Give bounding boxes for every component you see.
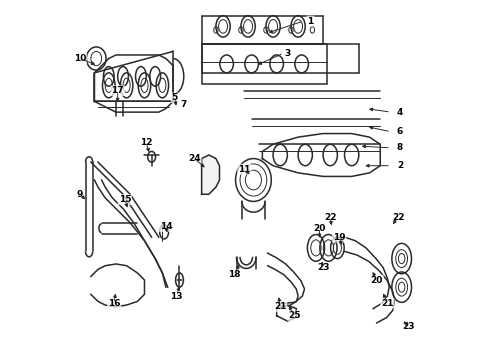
Text: 16: 16 (108, 299, 120, 308)
Text: 3: 3 (284, 49, 290, 58)
Text: 12: 12 (140, 138, 152, 147)
Polygon shape (201, 155, 219, 194)
Text: 18: 18 (227, 270, 240, 279)
Text: 13: 13 (170, 292, 183, 301)
Text: 22: 22 (391, 213, 404, 222)
Text: 22: 22 (324, 213, 336, 222)
Bar (201, 44, 326, 84)
Text: 2: 2 (396, 161, 402, 170)
Text: 17: 17 (111, 86, 124, 95)
Text: 1: 1 (307, 17, 313, 26)
Text: 5: 5 (171, 93, 178, 102)
Text: 6: 6 (396, 127, 402, 136)
Text: 23: 23 (402, 322, 414, 331)
Text: 4: 4 (396, 108, 402, 117)
Text: 20: 20 (370, 275, 382, 284)
Text: 9: 9 (77, 190, 83, 199)
Text: 23: 23 (316, 263, 328, 272)
Text: 24: 24 (188, 154, 201, 163)
Text: 7: 7 (180, 100, 186, 109)
Text: 10: 10 (74, 54, 86, 63)
Text: 25: 25 (287, 311, 300, 320)
Text: 20: 20 (313, 224, 325, 233)
Text: 19: 19 (332, 233, 345, 242)
Text: 15: 15 (118, 195, 131, 204)
Text: 21: 21 (273, 302, 286, 311)
Text: 21: 21 (380, 299, 393, 308)
Text: 8: 8 (396, 143, 402, 152)
Text: 11: 11 (238, 165, 250, 174)
Text: 14: 14 (159, 222, 172, 231)
